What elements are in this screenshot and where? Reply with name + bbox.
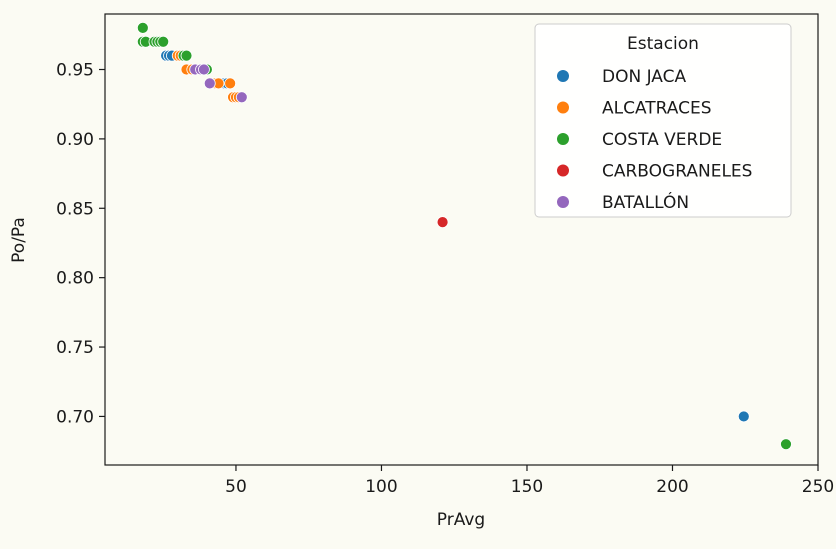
legend-marker xyxy=(557,70,569,82)
y-tick-label: 0.80 xyxy=(56,269,94,289)
x-tick-label: 100 xyxy=(365,477,397,497)
legend-entries: DON JACA ALCATRACES COSTA VERDE CARBOGRANEL… xyxy=(557,67,752,213)
data-point xyxy=(157,35,170,48)
x-tick-label: 50 xyxy=(225,477,247,497)
y-tick-label: 0.70 xyxy=(56,407,94,427)
data-point xyxy=(737,410,750,423)
x-tick-label: 250 xyxy=(802,477,834,497)
data-point xyxy=(780,438,792,451)
data-point xyxy=(436,216,449,229)
data-point xyxy=(198,63,210,76)
legend-marker xyxy=(557,196,569,208)
legend-label: CARBOGRANELES xyxy=(602,162,752,182)
x-tick-label: 200 xyxy=(656,477,688,497)
axis-layer: 50 100 150 200 250 0.70 0.75 0.80 0.85 0.90 0.95 xyxy=(56,61,834,497)
legend-label: DON JACA xyxy=(602,67,687,87)
legend-label: ALCATRACES xyxy=(602,99,712,119)
legend-label: COSTA VERDE xyxy=(602,130,722,150)
legend-title: Estacion xyxy=(627,34,699,54)
plot-layer xyxy=(136,21,792,451)
y-tick-label: 0.90 xyxy=(56,130,94,150)
legend-box xyxy=(534,23,792,218)
legend-marker xyxy=(557,164,569,177)
legend-marker xyxy=(557,133,569,145)
data-point xyxy=(136,21,149,34)
x-tick-label: 150 xyxy=(511,477,543,497)
data-point xyxy=(203,77,216,90)
plot-frame xyxy=(104,13,819,466)
data-point xyxy=(180,49,193,62)
legend: Estacion DON JACA ALCATRACES COSTA VERDE CA… xyxy=(534,23,792,218)
y-axis-label: Po/Pa xyxy=(9,217,29,263)
data-point xyxy=(235,91,248,104)
data-point xyxy=(224,77,237,90)
y-tick-label: 0.95 xyxy=(56,61,94,81)
y-tick-label: 0.85 xyxy=(56,199,94,219)
legend-label: BATALLÓN xyxy=(602,191,689,213)
legend-marker xyxy=(557,101,569,114)
x-axis-label: PrAvg xyxy=(437,510,485,530)
y-tick-label: 0.75 xyxy=(56,338,94,358)
